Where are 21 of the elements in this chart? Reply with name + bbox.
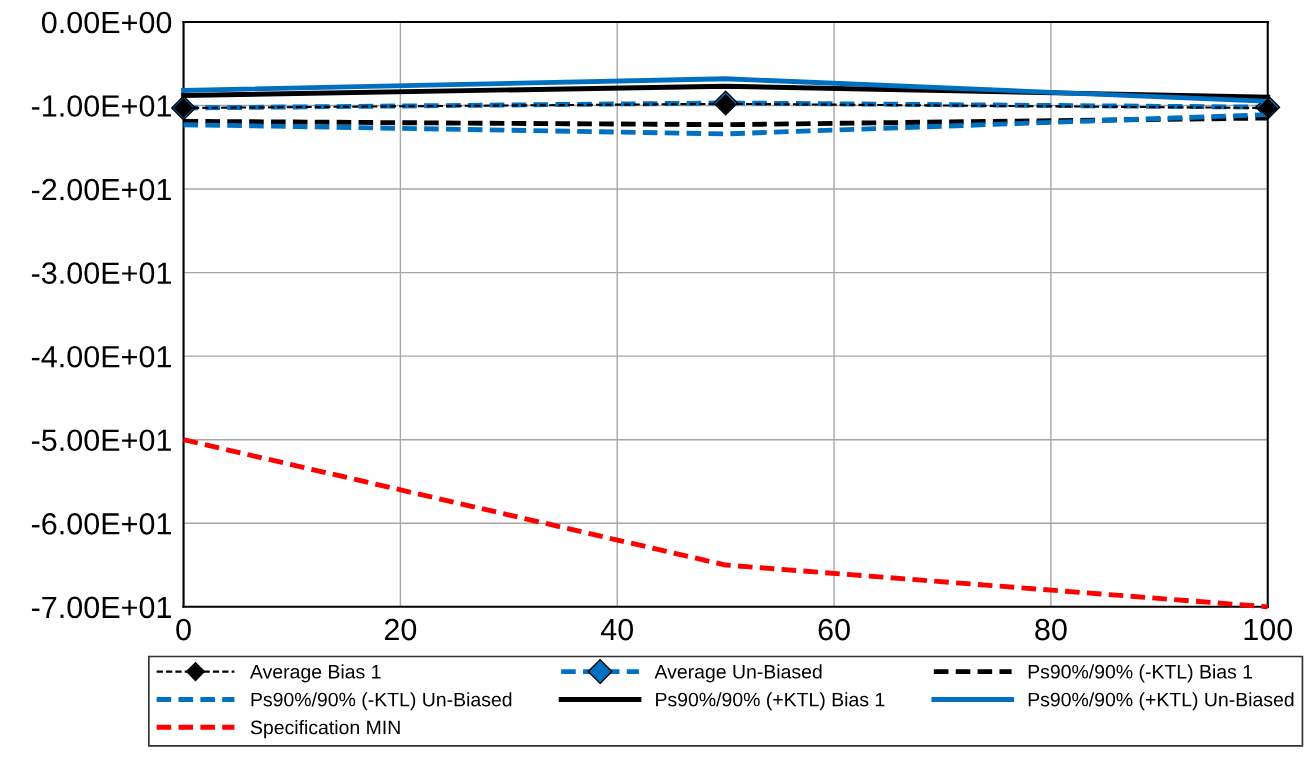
legend-label: Average Un-Biased (654, 664, 822, 683)
y-tick-label: -6.00E+01 (31, 513, 171, 535)
y-tick-label: -1.00E+01 (31, 95, 171, 117)
y-tick-label: -4.00E+01 (31, 345, 171, 368)
legend-label: Ps90%/90% (-KTL) Un-Biased (251, 692, 512, 711)
x-tick-label: 60 (818, 618, 850, 641)
y-tick-label: -5.00E+01 (31, 429, 171, 452)
x-tick-label: 100 (1244, 618, 1293, 641)
legend-label: Ps90%/90% (-KTL) Bias 1 (1028, 664, 1253, 683)
y-tick-label: -3.00E+01 (31, 262, 171, 284)
x-tick-label: 0 (176, 618, 191, 641)
legend-label: Ps90%/90% (+KTL) Un-Biased (1028, 692, 1294, 711)
x-tick-label: 20 (384, 618, 417, 641)
x-tick-label: 40 (600, 618, 634, 641)
y-tick-label: -2.00E+01 (31, 178, 171, 201)
y-tick-label: 0.00E+00 (41, 11, 172, 34)
legend-label: Ps90%/90% (+KTL) Bias 1 (656, 692, 885, 711)
legend-label: Average Bias 1 (250, 664, 381, 683)
x-tick-label: 80 (1035, 618, 1067, 641)
legend-label: Specification MIN (250, 720, 400, 739)
y-tick-label: -7.00E+01 (31, 596, 171, 619)
